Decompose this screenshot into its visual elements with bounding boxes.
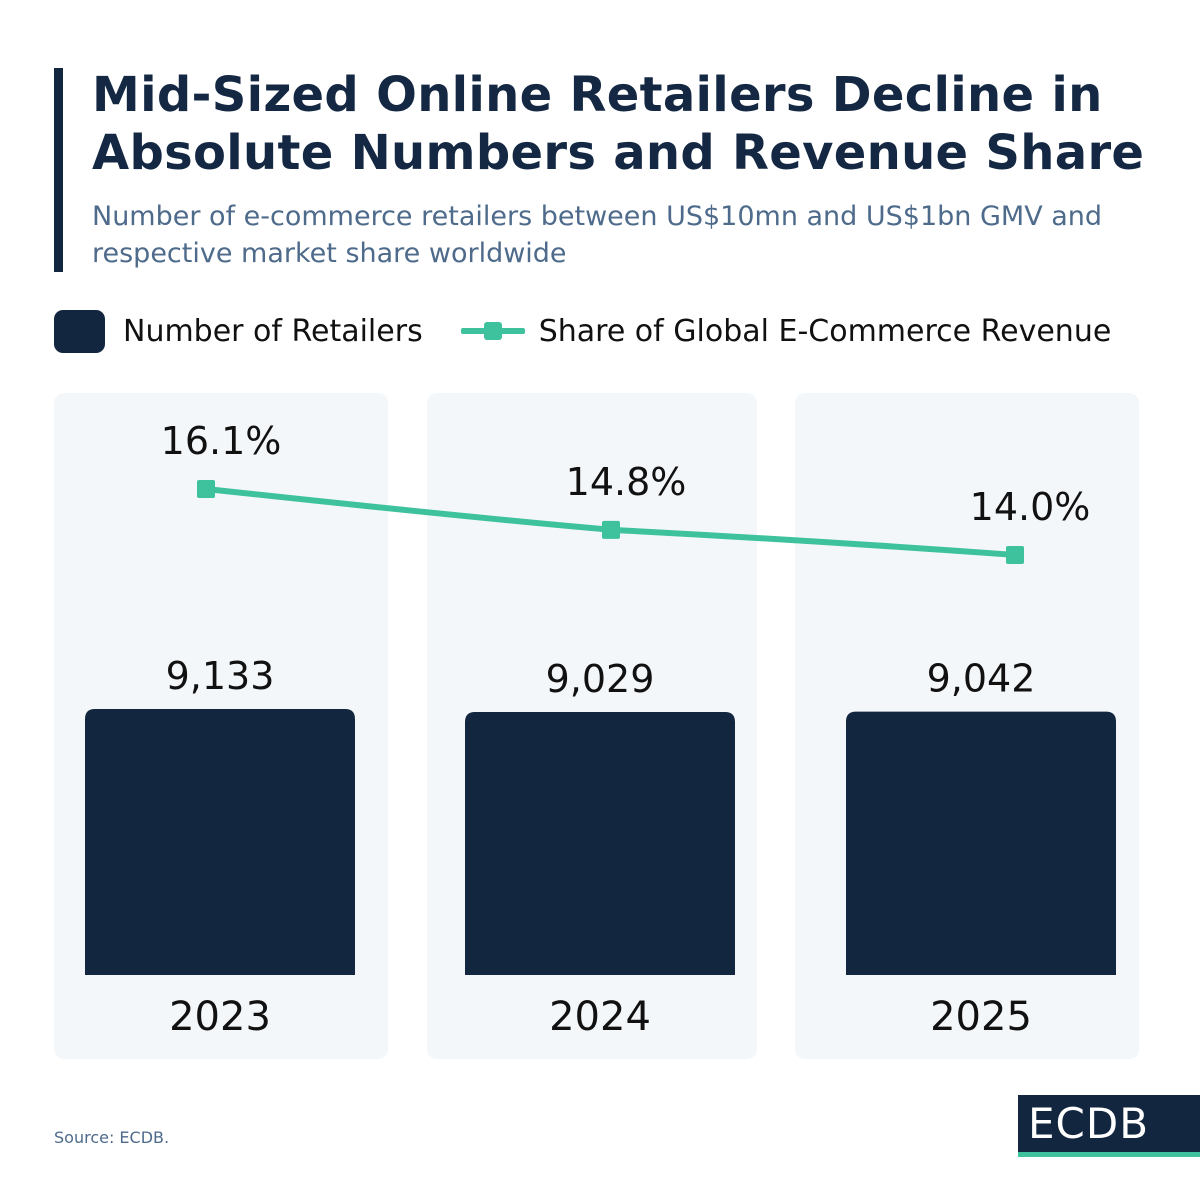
legend-swatch-bar xyxy=(54,309,105,353)
x-tick-label: 2024 xyxy=(549,994,651,1040)
line-value-label: 16.1% xyxy=(161,419,282,463)
source-note: Source: ECDB. xyxy=(54,1128,170,1147)
ecdb-logo: ECDB xyxy=(1018,1095,1200,1157)
legend-label-retailers: Number of Retailers xyxy=(123,313,423,349)
chart-subtitle: Number of e-commerce retailers between U… xyxy=(92,201,1103,269)
legend: Number of Retailers Share of Global E-Co… xyxy=(54,308,1111,354)
line-value-label: 14.0% xyxy=(970,485,1091,529)
chart-title: Mid-Sized Online Retailers Decline in Ab… xyxy=(92,67,1145,181)
legend-label-share: Share of Global E-Commerce Revenue xyxy=(538,313,1112,349)
line-marker-2025 xyxy=(1006,545,1024,564)
legend-swatch-line xyxy=(460,322,525,340)
x-tick-label: 2025 xyxy=(930,994,1032,1040)
bar-2024 xyxy=(465,712,735,975)
bar-2025 xyxy=(846,711,1116,975)
line-value-label: 14.8% xyxy=(566,460,687,504)
bar-value-label: 9,042 xyxy=(927,657,1036,701)
bar-2023 xyxy=(85,709,355,975)
bar-value-label: 9,029 xyxy=(546,657,655,701)
bar-value-label: 9,133 xyxy=(166,654,275,698)
line-marker-2023 xyxy=(197,480,215,498)
title-accent-bar xyxy=(54,68,63,272)
x-tick-label: 2023 xyxy=(169,994,271,1040)
line-marker-2024 xyxy=(602,520,620,539)
